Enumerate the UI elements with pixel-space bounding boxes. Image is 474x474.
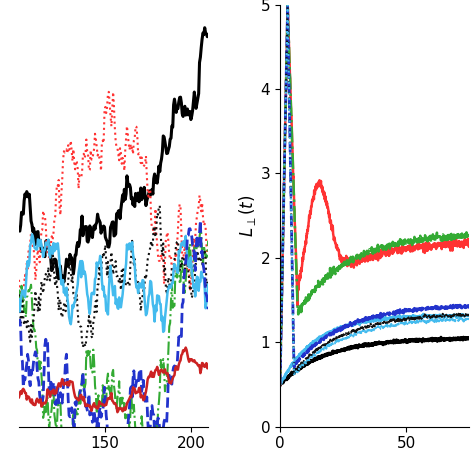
Y-axis label: $L_{\perp}(t)$: $L_{\perp}(t)$ [237, 194, 258, 237]
